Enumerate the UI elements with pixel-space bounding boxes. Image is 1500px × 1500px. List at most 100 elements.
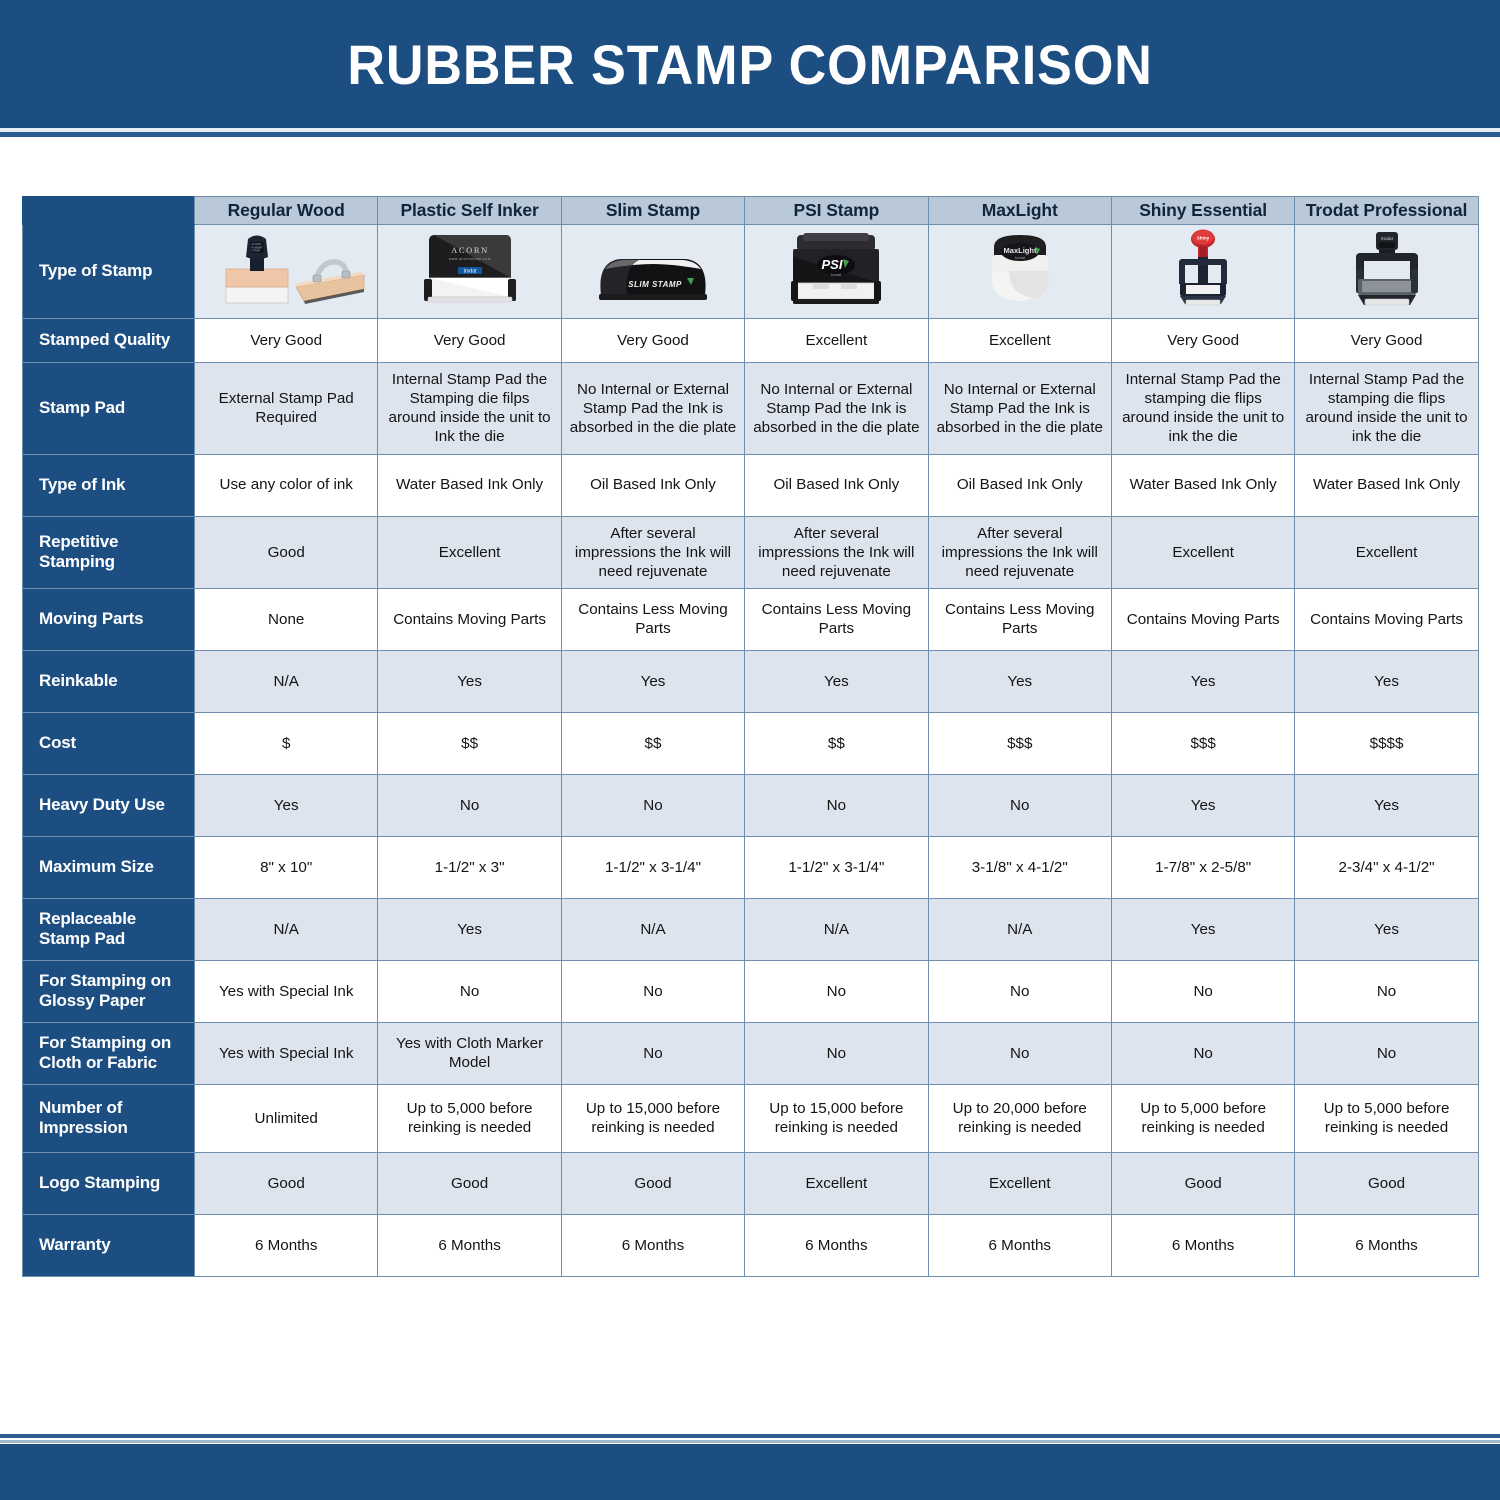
cell-stamped_quality-psi_stamp: Excellent [744, 318, 929, 363]
cell-moving_parts-maxlight: Contains Less Moving Parts [927, 587, 1112, 651]
cell-replaceable_stamp_pad-plastic_self_inker: Yes [377, 897, 562, 961]
cell-repetitive_stamping-slim_stamp: After several impressions the Ink will n… [560, 515, 746, 589]
page-title: RUBBER STAMP COMPARISON [347, 32, 1153, 96]
cell-logo_stamping-shiny_essential: Good [1110, 1151, 1296, 1215]
cell-glossy_paper-regular_wood: Yes with Special Ink [193, 959, 379, 1023]
table-row-number_of_impression: Number of Impression Unlimited Up to 5,000… [22, 1083, 1479, 1153]
stamp-image-cell-psi_stamp: PSI trodat [744, 224, 929, 319]
table-row-type_of_ink: Type of Ink Use any color of ink Water Bas… [22, 453, 1479, 517]
cell-logo_stamping-psi_stamp: Excellent [744, 1151, 929, 1215]
svg-text:ACORN: ACORN [251, 242, 260, 246]
row-label-maximum_size: Maximum Size [22, 835, 195, 899]
cell-maximum_size-maxlight: 3-1/8" x 4-1/2" [927, 835, 1112, 899]
footer-divider-light [0, 1440, 1500, 1443]
cell-reinkable-regular_wood: N/A [193, 649, 379, 713]
column-header-psi_stamp: PSI Stamp [744, 196, 929, 225]
cell-repetitive_stamping-maxlight: After several impressions the Ink will n… [927, 515, 1112, 589]
svg-text:RUBBER: RUBBER [251, 245, 262, 249]
cell-maximum_size-psi_stamp: 1-1/2" x 3-1/4" [744, 835, 929, 899]
cell-heavy_duty_use-regular_wood: Yes [193, 773, 379, 837]
stamp-image-cell-plastic_self_inker: ACORN www.acornstamp.com trodat [377, 224, 562, 319]
svg-text:MaxLight: MaxLight [1003, 246, 1036, 255]
cell-warranty-shiny_essential: 6 Months [1110, 1213, 1296, 1277]
cell-maximum_size-plastic_self_inker: 1-1/2" x 3" [377, 835, 562, 899]
svg-text:trodat: trodat [463, 269, 476, 275]
cell-stamp_pad-trodat_professional: Internal Stamp Pad the stamping die flip… [1294, 362, 1479, 455]
cell-type_of_ink-plastic_self_inker: Water Based Ink Only [377, 453, 562, 517]
trodat-professional-stamp-icon: trodat [1343, 229, 1431, 309]
svg-text:trodat: trodat [1381, 236, 1393, 241]
cell-maximum_size-slim_stamp: 1-1/2" x 3-1/4" [560, 835, 746, 899]
column-header-trodat_professional: Trodat Professional [1294, 196, 1479, 225]
comparison-table-wrapper: Regular Wood Plastic Self Inker Slim Stamp… [22, 196, 1479, 1277]
cell-number_of_impression-plastic_self_inker: Up to 5,000 before reinking is needed [377, 1083, 562, 1153]
svg-text:STAMP: STAMP [251, 249, 260, 253]
stamp-image-cell-slim_stamp: SLIM STAMP [560, 224, 746, 319]
table-row-warranty: Warranty 6 Months 6 Months 6 Months 6 Months… [22, 1213, 1479, 1277]
column-header-maxlight: MaxLight [927, 196, 1112, 225]
psi-stamp-icon: PSI trodat [783, 229, 889, 309]
cell-replaceable_stamp_pad-trodat_professional: Yes [1294, 897, 1479, 961]
cell-warranty-slim_stamp: 6 Months [560, 1213, 746, 1277]
cell-maximum_size-trodat_professional: 2-3/4" x 4-1/2" [1294, 835, 1479, 899]
cell-logo_stamping-trodat_professional: Good [1294, 1151, 1479, 1215]
cell-type_of_ink-shiny_essential: Water Based Ink Only [1110, 453, 1296, 517]
header-banner: RUBBER STAMP COMPARISON [0, 0, 1500, 128]
table-row-replaceable_stamp_pad: Replaceable Stamp Pad N/A Yes N/A N/A N/A Yes Y… [22, 897, 1479, 961]
row-label-replaceable_stamp_pad: Replaceable Stamp Pad [22, 897, 195, 961]
cell-reinkable-psi_stamp: Yes [744, 649, 929, 713]
table-head: Regular Wood Plastic Self Inker Slim Stamp… [22, 196, 1479, 225]
footer-banner [0, 1444, 1500, 1500]
cell-reinkable-plastic_self_inker: Yes [377, 649, 562, 713]
cell-heavy_duty_use-slim_stamp: No [560, 773, 746, 837]
cell-stamped_quality-slim_stamp: Very Good [560, 318, 746, 363]
cell-moving_parts-trodat_professional: Contains Moving Parts [1294, 587, 1479, 651]
cell-type_of_ink-maxlight: Oil Based Ink Only [927, 453, 1112, 517]
row-label-stamp_pad: Stamp Pad [22, 362, 195, 455]
cell-stamp_pad-shiny_essential: Internal Stamp Pad the stamping die flip… [1110, 362, 1296, 455]
cell-glossy_paper-psi_stamp: No [744, 959, 929, 1023]
row-label-moving_parts: Moving Parts [22, 587, 195, 651]
cell-cloth_or_fabric-maxlight: No [927, 1021, 1112, 1085]
slim-stamp-icon: SLIM STAMP [587, 229, 719, 309]
svg-text:trodat: trodat [831, 272, 842, 277]
cell-stamped_quality-regular_wood: Very Good [193, 318, 379, 363]
stamp-image-cell-regular_wood: ACORN RUBBER STAMP [193, 224, 379, 319]
cell-stamp_pad-psi_stamp: No Internal or External Stamp Pad the In… [744, 362, 929, 455]
cell-heavy_duty_use-trodat_professional: Yes [1294, 773, 1479, 837]
stamp-image-cell-trodat_professional: trodat [1294, 224, 1479, 319]
cell-glossy_paper-plastic_self_inker: No [377, 959, 562, 1023]
cell-logo_stamping-regular_wood: Good [193, 1151, 379, 1215]
cell-maximum_size-regular_wood: 8" x 10" [193, 835, 379, 899]
table-row-stamp_pad: Stamp Pad External Stamp Pad Required Inte… [22, 362, 1479, 455]
cell-cost-slim_stamp: $$ [560, 711, 746, 775]
cell-replaceable_stamp_pad-psi_stamp: N/A [744, 897, 929, 961]
cell-reinkable-maxlight: Yes [927, 649, 1112, 713]
table-row-moving_parts: Moving Parts None Contains Moving Parts Con… [22, 587, 1479, 651]
row-label-number_of_impression: Number of Impression [22, 1083, 195, 1153]
cell-stamped_quality-trodat_professional: Very Good [1294, 318, 1479, 363]
cell-warranty-plastic_self_inker: 6 Months [377, 1213, 562, 1277]
svg-text:ACORN: ACORN [451, 245, 489, 255]
cell-logo_stamping-plastic_self_inker: Good [377, 1151, 562, 1215]
row-label-cost: Cost [22, 711, 195, 775]
table-row-cost: Cost $ $$ $$ $$ $$$ $$$ $$$$ [22, 711, 1479, 775]
cell-glossy_paper-maxlight: No [927, 959, 1112, 1023]
cell-cost-regular_wood: $ [193, 711, 379, 775]
cell-warranty-psi_stamp: 6 Months [744, 1213, 929, 1277]
cell-warranty-regular_wood: 6 Months [193, 1213, 379, 1277]
cell-glossy_paper-trodat_professional: No [1294, 959, 1479, 1023]
cell-number_of_impression-slim_stamp: Up to 15,000 before reinking is needed [560, 1083, 746, 1153]
cell-cost-plastic_self_inker: $$ [377, 711, 562, 775]
cell-stamped_quality-plastic_self_inker: Very Good [377, 318, 562, 363]
cell-stamped_quality-shiny_essential: Very Good [1110, 318, 1296, 363]
cell-glossy_paper-shiny_essential: No [1110, 959, 1296, 1023]
table-row-maximum_size: Maximum Size 8" x 10" 1-1/2" x 3" 1-1/2" x … [22, 835, 1479, 899]
column-header-plastic_self_inker: Plastic Self Inker [377, 196, 562, 225]
row-label-cloth_or_fabric: For Stamping on Cloth or Fabric [22, 1021, 195, 1085]
stamp-image-cell-shiny_essential: Shiny [1110, 224, 1296, 319]
table-row-stamped_quality: Stamped Quality Very Good Very Good Very Go… [22, 318, 1479, 363]
cell-heavy_duty_use-plastic_self_inker: No [377, 773, 562, 837]
cell-cloth_or_fabric-shiny_essential: No [1110, 1021, 1296, 1085]
cell-cloth_or_fabric-trodat_professional: No [1294, 1021, 1479, 1085]
